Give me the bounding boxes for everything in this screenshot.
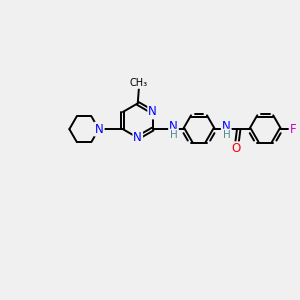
Text: N: N	[222, 120, 231, 133]
Text: CH₃: CH₃	[130, 78, 148, 88]
Text: H: H	[223, 130, 231, 140]
Text: N: N	[134, 131, 142, 144]
Text: N: N	[95, 123, 104, 136]
Text: N: N	[169, 120, 178, 133]
Text: N: N	[148, 106, 157, 118]
Text: F: F	[290, 123, 296, 136]
Text: O: O	[231, 142, 241, 155]
Text: H: H	[170, 130, 178, 140]
